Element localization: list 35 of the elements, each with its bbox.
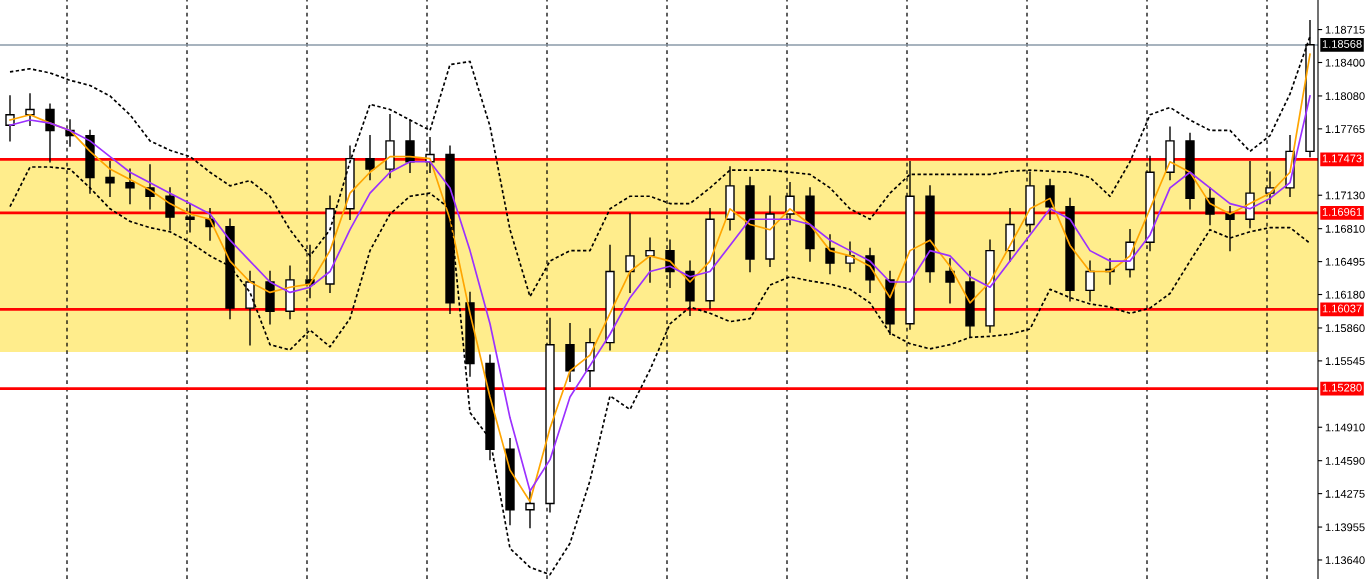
candlestick (125, 168, 135, 205)
candlestick (405, 119, 415, 173)
y-tick-label: 1.16495 (1325, 257, 1365, 266)
ref-line-label: 1.17473 (1322, 154, 1362, 163)
y-tick-label: 1.13640 (1325, 556, 1365, 565)
candlestick (365, 134, 375, 181)
ref-line-label: 1.15280 (1322, 383, 1362, 392)
y-tick-label: 1.18080 (1325, 92, 1365, 101)
candlestick (825, 234, 835, 275)
candlestick (25, 93, 35, 126)
candlestick (645, 237, 655, 283)
ref-line-label: 1.16037 (1322, 304, 1362, 313)
y-tick-label: 1.18715 (1325, 25, 1365, 34)
candlestick (1225, 206, 1235, 252)
candlestick (845, 241, 855, 273)
candlestick (45, 103, 55, 163)
y-tick-label: 1.15545 (1325, 357, 1365, 366)
candlestick (165, 187, 175, 231)
y-tick-label: 1.18400 (1325, 58, 1365, 67)
y-tick-label: 1.17130 (1325, 191, 1365, 200)
y-tick-label: 1.15860 (1325, 324, 1365, 333)
candlestick (945, 258, 955, 304)
y-tick-label: 1.14910 (1325, 423, 1365, 432)
candlestick (1085, 260, 1095, 302)
y-tick-label: 1.14275 (1325, 489, 1365, 498)
y-tick-label: 1.14590 (1325, 456, 1365, 465)
candlestick (525, 490, 535, 529)
candlestick (625, 213, 635, 294)
ref-line-label: 1.18568 (1322, 40, 1362, 48)
y-tick-label: 1.13955 (1325, 523, 1365, 532)
candlestick (105, 161, 115, 197)
y-tick-label: 1.16180 (1325, 290, 1365, 299)
y-tick-label: 1.17765 (1325, 125, 1365, 133)
ref-line-label: 1.16961 (1322, 208, 1362, 216)
y-tick-label: 1.16810 (1325, 224, 1365, 233)
